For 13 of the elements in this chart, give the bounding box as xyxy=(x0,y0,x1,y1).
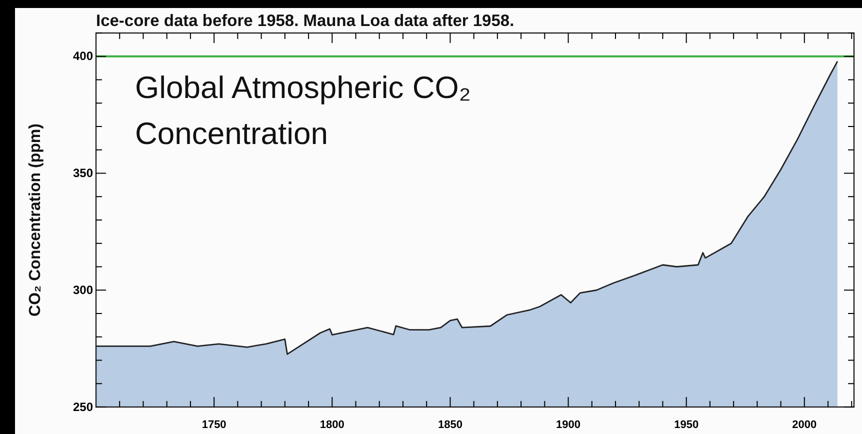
chart-title: Ice-core data before 1958. Mauna Loa data after 1958. xyxy=(96,12,514,30)
x-tick-label: 2000 xyxy=(792,419,817,432)
y-axis-title: CO₂ Concentration (ppm) xyxy=(27,124,44,316)
annotation: Global Atmospheric CO₂ Concentration xyxy=(135,70,471,151)
y-tick-label: 350 xyxy=(72,166,94,180)
x-tick-label: 1750 xyxy=(202,419,226,432)
y-tick-label: 250 xyxy=(72,400,94,414)
x-tick-label: 1900 xyxy=(556,419,581,432)
x-tick-label: 1800 xyxy=(320,419,344,432)
y-tick-label: 400 xyxy=(72,49,94,64)
x-tick-label: 1950 xyxy=(674,419,699,432)
x-tick-label: 1850 xyxy=(438,419,462,432)
y-tick-label: 300 xyxy=(72,282,94,297)
